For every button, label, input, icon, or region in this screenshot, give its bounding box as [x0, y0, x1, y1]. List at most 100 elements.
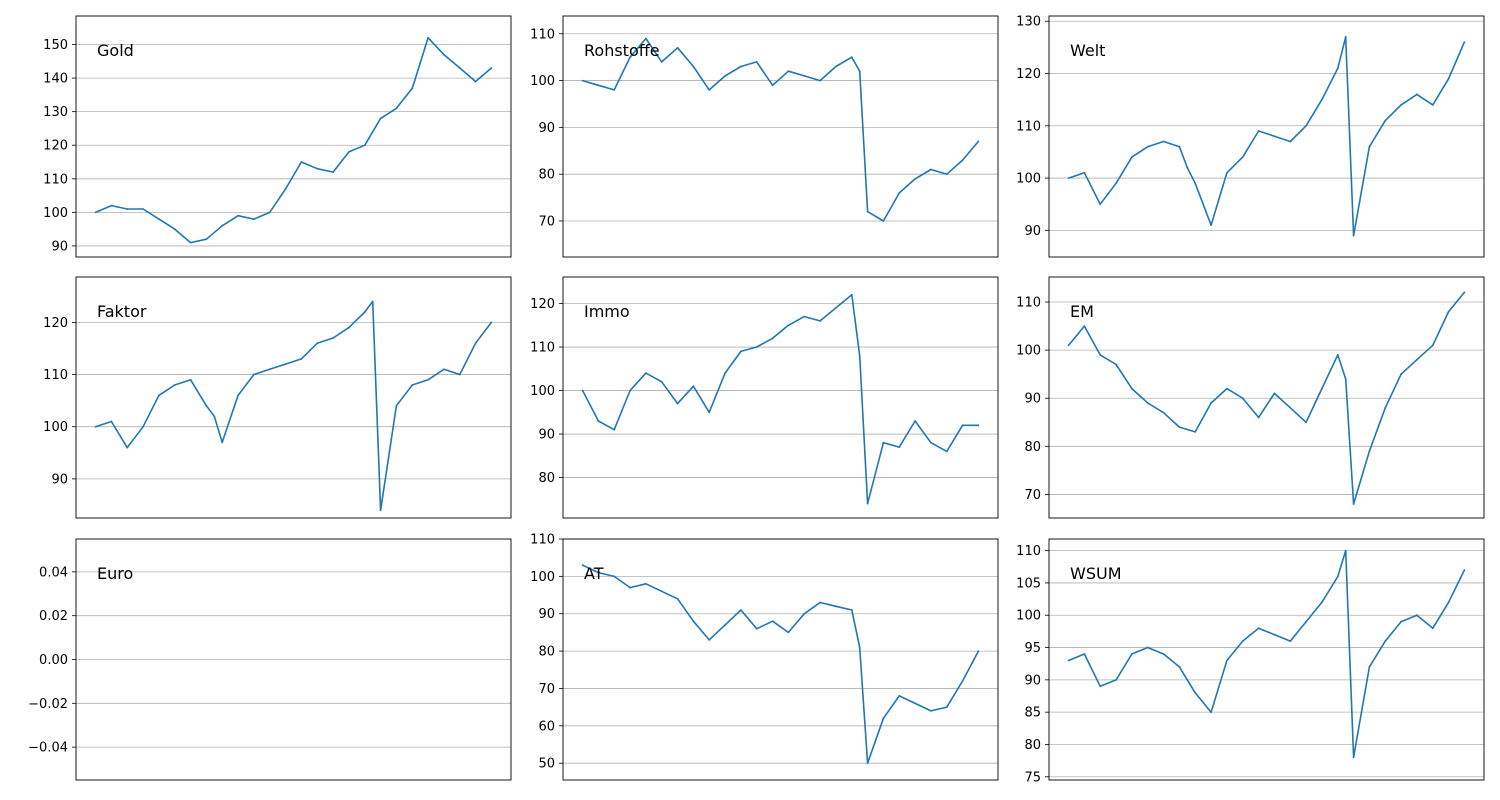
- data-point: [850, 56, 853, 59]
- data-point: [1131, 387, 1133, 390]
- y-tick-label: 90: [1024, 673, 1041, 688]
- subplot-rohstoffe: 70 80 90 100 110 Rohstoffe: [530, 15, 999, 258]
- subplot-immo: 80 90 100 110 120 Immo: [530, 276, 999, 519]
- data-point: [1447, 77, 1450, 80]
- data-point: [316, 167, 319, 170]
- y-tick-label: 70: [1024, 488, 1041, 503]
- data-point: [1321, 387, 1323, 390]
- data-point: [1131, 653, 1133, 655]
- data-point: [835, 605, 837, 608]
- data-point: [613, 428, 616, 431]
- data-point: [787, 324, 790, 327]
- data-point: [205, 404, 208, 407]
- y-tick-label: 130: [1016, 15, 1041, 30]
- data-point: [1384, 406, 1387, 409]
- data-point: [1210, 711, 1212, 714]
- data-point: [1257, 130, 1260, 132]
- data-point: [660, 380, 663, 383]
- data-point: [1447, 601, 1450, 604]
- data-point: [490, 321, 493, 324]
- data-point: [1321, 98, 1323, 101]
- y-tick-label: 85: [1024, 706, 1041, 721]
- data-point: [898, 446, 901, 448]
- data-point: [755, 346, 758, 348]
- data-point: [1368, 145, 1371, 148]
- y-tick-label: 100: [530, 570, 555, 585]
- data-point: [371, 300, 374, 303]
- data-point: [597, 571, 600, 574]
- y-tick-label: 110: [1016, 544, 1041, 559]
- y-tick-label: 0.04: [39, 565, 68, 580]
- data-point: [1115, 679, 1117, 681]
- data-point: [142, 208, 145, 210]
- data-point: [1194, 691, 1197, 694]
- subplot-wsum: 75 80 85 90 95 100 105 110 WSUM: [1016, 538, 1485, 785]
- data-point: [1115, 363, 1117, 366]
- data-point: [300, 358, 303, 360]
- data-point: [803, 315, 806, 318]
- y-tick-label: 120: [530, 297, 555, 312]
- data-point: [1131, 156, 1133, 159]
- data-point: [755, 627, 758, 630]
- y-tick-label: 140: [43, 72, 68, 87]
- y-tick-label: −0.04: [28, 741, 68, 756]
- data-point: [676, 46, 679, 49]
- data-point: [1099, 685, 1102, 688]
- data-point: [1099, 354, 1102, 356]
- data-point: [835, 307, 837, 309]
- y-tick-label: 80: [538, 168, 555, 183]
- data-point: [1336, 575, 1339, 578]
- data-point: [1416, 358, 1418, 361]
- data-point: [866, 210, 869, 213]
- panel-title: Faktor: [97, 302, 147, 321]
- data-point: [930, 441, 932, 444]
- data-point: [850, 293, 853, 296]
- y-tick-label: 120: [1016, 67, 1041, 82]
- panel-title: AT: [584, 564, 604, 583]
- data-point: [803, 612, 806, 615]
- panel-title: EM: [1070, 302, 1094, 321]
- y-tick-label: 110: [1016, 119, 1041, 134]
- y-tick-label: 110: [530, 533, 555, 548]
- data-point: [1067, 344, 1070, 347]
- series-line: [582, 37, 980, 222]
- data-point: [237, 214, 240, 217]
- data-point: [253, 218, 255, 221]
- data-point: [914, 702, 916, 705]
- y-tick-label: 105: [1016, 576, 1041, 591]
- data-point: [1416, 93, 1418, 96]
- y-tick-label: 100: [43, 206, 68, 221]
- data-point: [443, 53, 445, 56]
- y-tick-label: 150: [43, 38, 68, 53]
- data-point: [126, 208, 129, 210]
- data-point: [1289, 406, 1292, 409]
- data-point: [1447, 310, 1450, 313]
- data-point: [94, 211, 97, 214]
- panel-title: WSUM: [1070, 564, 1122, 583]
- data-point: [363, 144, 366, 147]
- y-tick-label: 90: [1024, 392, 1041, 407]
- data-point: [1273, 135, 1276, 138]
- data-point: [755, 61, 758, 63]
- data-point: [395, 107, 398, 110]
- data-point: [961, 159, 964, 162]
- data-point: [858, 646, 861, 649]
- data-point: [977, 424, 980, 427]
- data-point: [660, 590, 663, 593]
- series-line: [95, 300, 493, 512]
- data-point: [1463, 291, 1466, 294]
- data-point: [221, 441, 224, 444]
- data-point: [945, 706, 948, 708]
- data-point: [1321, 601, 1323, 604]
- data-point: [1400, 620, 1402, 623]
- y-tick-label: 110: [530, 341, 555, 356]
- y-tick-label: 90: [1024, 224, 1041, 239]
- data-point: [316, 342, 319, 345]
- data-point: [110, 204, 113, 207]
- y-tick-label: 70: [538, 682, 555, 697]
- y-tick-label: 100: [1016, 172, 1041, 187]
- y-tick-label: 110: [530, 27, 555, 42]
- subplot-euro: −0.04 −0.02 0.00 0.02 0.04 Euro: [28, 538, 512, 781]
- data-point: [930, 710, 932, 712]
